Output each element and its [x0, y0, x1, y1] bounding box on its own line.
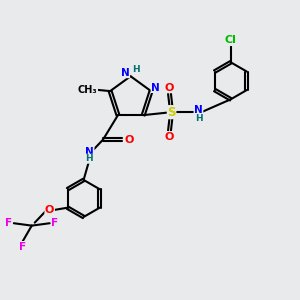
Text: N: N — [151, 82, 160, 92]
Text: O: O — [165, 132, 174, 142]
Text: N: N — [194, 105, 203, 115]
Text: F: F — [5, 218, 12, 228]
Text: H: H — [85, 154, 93, 163]
Text: Cl: Cl — [225, 35, 237, 46]
Text: F: F — [52, 218, 58, 228]
Text: N: N — [85, 147, 94, 157]
Text: H: H — [195, 114, 202, 123]
Text: O: O — [165, 83, 174, 93]
Text: S: S — [167, 106, 176, 119]
Text: O: O — [124, 135, 134, 145]
Text: N: N — [121, 68, 130, 78]
Text: O: O — [45, 205, 54, 215]
Text: H: H — [132, 65, 140, 74]
Text: CH₃: CH₃ — [78, 85, 98, 94]
Text: F: F — [19, 242, 26, 251]
